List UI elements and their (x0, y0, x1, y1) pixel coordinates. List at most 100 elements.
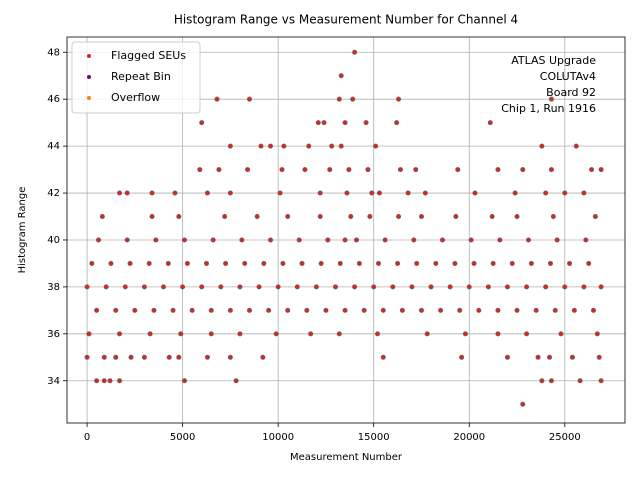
data-point (124, 190, 130, 196)
data-point (199, 284, 205, 290)
data-point (273, 331, 279, 337)
data-point (338, 143, 344, 149)
annotation: Chip 1, Run 1916 (501, 102, 596, 115)
y-tick-label: 48 (47, 47, 60, 58)
data-point (84, 354, 90, 360)
data-point (218, 284, 224, 290)
data-point (569, 354, 575, 360)
data-point (594, 331, 600, 337)
annotation: COLUTAv4 (540, 70, 596, 83)
data-point (409, 284, 415, 290)
data-point (525, 237, 531, 243)
legend-label: Flagged SEUs (111, 49, 186, 62)
data-point (294, 284, 300, 290)
data-point (495, 307, 501, 313)
data-point (279, 167, 285, 173)
data-point (472, 190, 478, 196)
data-point (151, 307, 157, 313)
data-point (396, 214, 402, 220)
data-point (550, 214, 556, 220)
data-point (558, 331, 564, 337)
data-point (586, 260, 592, 266)
y-tick-label: 46 (47, 94, 60, 105)
y-tick-label: 38 (47, 282, 60, 293)
data-point (489, 214, 495, 220)
data-point (373, 143, 379, 149)
data-point (380, 354, 386, 360)
data-point (380, 307, 386, 313)
data-point (128, 354, 134, 360)
data-point (146, 260, 152, 266)
data-point (113, 307, 119, 313)
data-point (170, 307, 176, 313)
data-point (101, 378, 107, 384)
data-point (490, 260, 496, 266)
data-point (361, 307, 367, 313)
y-tick-label: 36 (47, 329, 60, 340)
data-point (332, 284, 338, 290)
data-point (166, 354, 172, 360)
data-point (210, 237, 216, 243)
data-point (471, 260, 477, 266)
data-point (197, 167, 203, 173)
data-point (327, 167, 333, 173)
data-point (528, 260, 534, 266)
data-point (178, 331, 184, 337)
data-point (222, 214, 228, 220)
plot-frame (66, 36, 626, 424)
data-point (592, 214, 598, 220)
x-tick-label: 10000 (262, 432, 294, 443)
data-point (89, 260, 95, 266)
data-point (107, 378, 113, 384)
chart-title: Histogram Range vs Measurement Number fo… (174, 13, 518, 27)
data-point (405, 190, 411, 196)
data-point (323, 307, 329, 313)
data-point (108, 260, 114, 266)
data-point (94, 378, 100, 384)
data-point (598, 284, 604, 290)
x-tick-label: 25000 (549, 432, 581, 443)
x-tick-label: 0 (84, 432, 90, 443)
data-point (476, 307, 482, 313)
data-point (338, 73, 344, 79)
data-point (548, 96, 554, 102)
data-point (172, 190, 178, 196)
data-point (208, 307, 214, 313)
data-point (418, 214, 424, 220)
data-point (329, 143, 335, 149)
annotation: ATLAS Upgrade (511, 54, 596, 67)
data-point (321, 120, 327, 126)
data-point (189, 307, 195, 313)
data-point (399, 307, 405, 313)
data-point (539, 378, 545, 384)
data-point (524, 331, 530, 337)
legend-marker (87, 96, 91, 100)
data-point (122, 284, 128, 290)
data-point (422, 190, 428, 196)
x-tick-label: 20000 (453, 432, 485, 443)
data-point (227, 307, 233, 313)
data-point (204, 260, 210, 266)
data-point (598, 378, 604, 384)
data-point (596, 354, 602, 360)
data-point (254, 214, 260, 220)
data-point (256, 284, 262, 290)
y-tick-label: 42 (47, 188, 60, 199)
x-axis-label: Measurement Number (290, 452, 403, 463)
data-point (365, 167, 371, 173)
data-point (258, 143, 264, 149)
data-point (199, 120, 205, 126)
data-point (84, 284, 90, 290)
data-point (547, 354, 553, 360)
data-point (548, 378, 554, 384)
data-point (308, 331, 314, 337)
data-point (562, 190, 568, 196)
data-point (577, 378, 583, 384)
data-point (184, 260, 190, 266)
data-point (397, 167, 403, 173)
data-point (336, 331, 342, 337)
y-tick-label: 40 (47, 235, 60, 246)
data-point (363, 120, 369, 126)
data-point (547, 260, 553, 266)
